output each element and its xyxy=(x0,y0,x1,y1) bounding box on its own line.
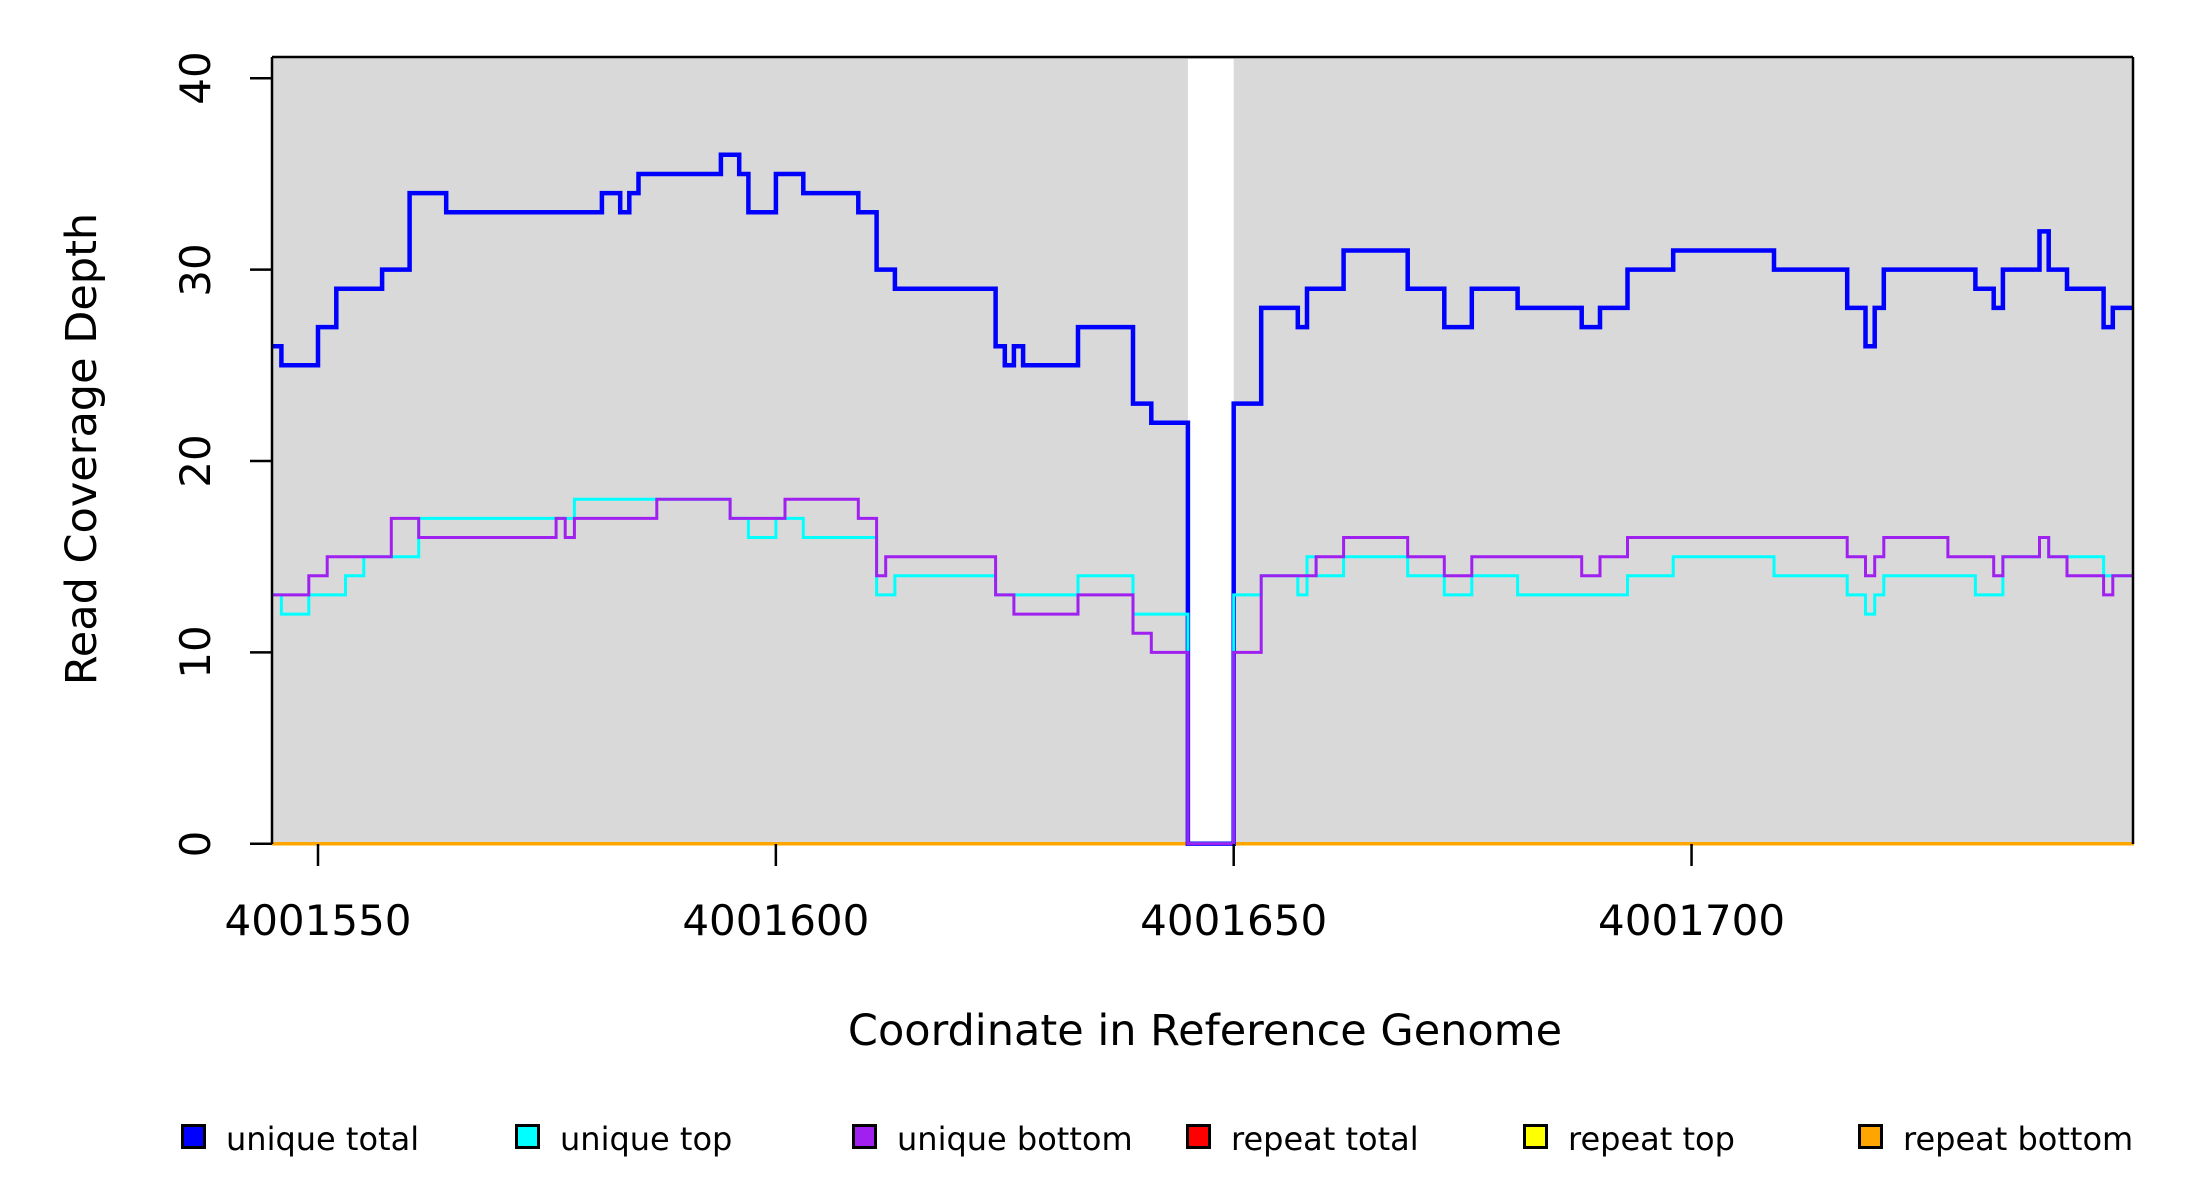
unique-top-swatch-icon xyxy=(515,1124,540,1149)
repeat-bottom-swatch-icon xyxy=(1858,1124,1883,1149)
x-tick-label: 4001650 xyxy=(1140,896,1328,945)
legend-label: unique top xyxy=(560,1120,733,1158)
y-axis-title: Read Coverage Depth xyxy=(57,212,107,686)
y-tick-label: 30 xyxy=(171,242,220,297)
legend-label: repeat bottom xyxy=(1903,1120,2134,1158)
x-tick-label: 4001600 xyxy=(682,896,870,945)
series-unique-bottom xyxy=(272,497,2134,846)
legend-label: repeat top xyxy=(1568,1120,1735,1158)
repeat-total-swatch-icon xyxy=(1186,1124,1211,1149)
y-tick-label: 40 xyxy=(171,51,220,106)
y-tick-label: 10 xyxy=(171,625,220,680)
x-tick-label: 4001700 xyxy=(1598,896,1786,945)
x-tick-label: 4001550 xyxy=(224,896,412,945)
legend-label: repeat total xyxy=(1231,1120,1419,1158)
unique-bottom-swatch-icon xyxy=(852,1124,877,1149)
unique-total-swatch-icon xyxy=(181,1124,206,1149)
legend-label: unique bottom xyxy=(897,1120,1133,1158)
x-axis-title: Coordinate in Reference Genome xyxy=(847,1006,1563,1056)
y-tick-label: 0 xyxy=(171,830,220,858)
y-tick-label: 20 xyxy=(171,434,220,488)
repeat-top-swatch-icon xyxy=(1523,1124,1548,1149)
legend-label: unique total xyxy=(226,1120,420,1158)
no-data-gap xyxy=(1187,59,1234,844)
